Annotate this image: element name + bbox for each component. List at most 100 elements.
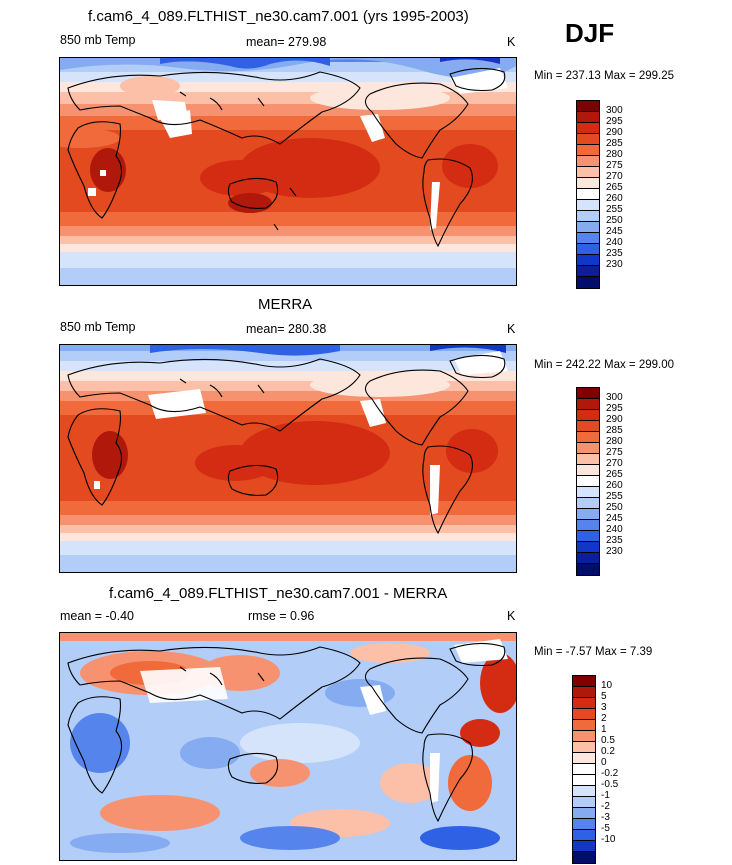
panel1-colorbar: [576, 100, 600, 289]
colorbar-swatch: [577, 255, 599, 266]
colorbar-swatch: [573, 841, 595, 852]
panel2-map-field: [60, 345, 516, 572]
panel1-map-field: [60, 58, 516, 285]
panel3-rmse-label: rmse = 0.96: [248, 609, 315, 623]
colorbar-label: 275: [606, 160, 623, 171]
colorbar-swatch: [577, 432, 599, 443]
panel1-minmax-label: Min = 237.13 Max = 299.25: [534, 70, 675, 82]
colorbar-label: 255: [606, 491, 623, 502]
colorbar-label: 245: [606, 226, 623, 237]
colorbar-label: 295: [606, 116, 623, 127]
colorbar-swatch: [577, 410, 599, 421]
colorbar-label: 0.2: [601, 746, 615, 757]
panel3-map: [59, 632, 517, 861]
colorbar-swatch: [577, 476, 599, 487]
colorbar-label: 260: [606, 193, 623, 204]
colorbar-swatch: [573, 819, 595, 830]
panel3-colorbar: [572, 675, 596, 864]
colorbar-swatch: [573, 786, 595, 797]
colorbar-swatch: [577, 564, 599, 575]
colorbar-swatch: [577, 531, 599, 542]
colorbar-label: 300: [606, 392, 623, 403]
colorbar-label: -1: [601, 790, 610, 801]
colorbar-label: 2: [601, 713, 607, 724]
colorbar-label: -5: [601, 823, 610, 834]
colorbar-swatch: [577, 101, 599, 112]
colorbar-swatch: [577, 112, 599, 123]
colorbar-label: 250: [606, 502, 623, 513]
colorbar-label: 240: [606, 524, 623, 535]
panel3-title: f.cam6_4_089.FLTHIST_ne30.cam7.001 - MER…: [109, 585, 448, 602]
panel2-variable-label: 850 mb Temp: [60, 320, 136, 334]
colorbar-label: -10: [601, 834, 616, 845]
colorbar-swatch: [573, 742, 595, 753]
colorbar-swatch: [577, 399, 599, 410]
colorbar-swatch: [577, 443, 599, 454]
colorbar-swatch: [577, 189, 599, 200]
panel1-mean-label: mean= 279.98: [246, 35, 327, 49]
colorbar-swatch: [577, 222, 599, 233]
colorbar-label: -2: [601, 801, 610, 812]
colorbar-swatch: [573, 830, 595, 841]
colorbar-swatch: [573, 676, 595, 687]
panel2-units-label: K: [507, 322, 516, 336]
colorbar-label: 230: [606, 546, 623, 557]
colorbar-label: 0: [601, 757, 607, 768]
colorbar-swatch: [577, 553, 599, 564]
colorbar-label: 250: [606, 215, 623, 226]
colorbar-label: 3: [601, 702, 607, 713]
colorbar-swatch: [577, 266, 599, 277]
colorbar-label: -0.5: [601, 779, 619, 790]
colorbar-label: 290: [606, 127, 623, 138]
colorbar-label: 0.5: [601, 735, 615, 746]
colorbar-swatch: [573, 797, 595, 808]
colorbar-swatch: [577, 509, 599, 520]
colorbar-label: 260: [606, 480, 623, 491]
colorbar-label: 285: [606, 138, 623, 149]
colorbar-label: 5: [601, 691, 607, 702]
colorbar-label: 270: [606, 171, 623, 182]
colorbar-swatch: [577, 277, 599, 288]
colorbar-swatch: [577, 421, 599, 432]
colorbar-label: 240: [606, 237, 623, 248]
colorbar-label: 235: [606, 248, 623, 259]
colorbar-label: 280: [606, 149, 623, 160]
panel1-map: [59, 57, 517, 286]
colorbar-swatch: [573, 775, 595, 786]
colorbar-label: 270: [606, 458, 623, 469]
panel3-minmax-label: Min = -7.57 Max = 7.39: [534, 646, 653, 658]
colorbar-swatch: [577, 233, 599, 244]
colorbar-label: 245: [606, 513, 623, 524]
colorbar-swatch: [577, 520, 599, 531]
colorbar-swatch: [577, 211, 599, 222]
panel1-units-label: K: [507, 35, 516, 49]
colorbar-label: 290: [606, 414, 623, 425]
colorbar-label: 1: [601, 724, 607, 735]
colorbar-swatch: [577, 167, 599, 178]
panel2-mean-label: mean= 280.38: [246, 322, 327, 336]
colorbar-label: 300: [606, 105, 623, 116]
colorbar-label: 265: [606, 469, 623, 480]
panel1-title: f.cam6_4_089.FLTHIST_ne30.cam7.001 (yrs …: [88, 8, 469, 25]
colorbar-swatch: [573, 731, 595, 742]
colorbar-swatch: [573, 764, 595, 775]
colorbar-label: 280: [606, 436, 623, 447]
colorbar-swatch: [577, 134, 599, 145]
colorbar-label: 275: [606, 447, 623, 458]
colorbar-label: 230: [606, 259, 623, 270]
colorbar-label: 285: [606, 425, 623, 436]
colorbar-label: -3: [601, 812, 610, 823]
colorbar-label: 235: [606, 535, 623, 546]
colorbar-swatch: [577, 156, 599, 167]
colorbar-swatch: [577, 145, 599, 156]
panel3-units-label: K: [507, 609, 516, 623]
colorbar-swatch: [573, 720, 595, 731]
colorbar-swatch: [577, 487, 599, 498]
colorbar-swatch: [577, 465, 599, 476]
colorbar-swatch: [577, 498, 599, 509]
colorbar-swatch: [573, 687, 595, 698]
colorbar-label: -0.2: [601, 768, 619, 779]
colorbar-swatch: [577, 454, 599, 465]
colorbar-label: 295: [606, 403, 623, 414]
colorbar-label: 265: [606, 182, 623, 193]
